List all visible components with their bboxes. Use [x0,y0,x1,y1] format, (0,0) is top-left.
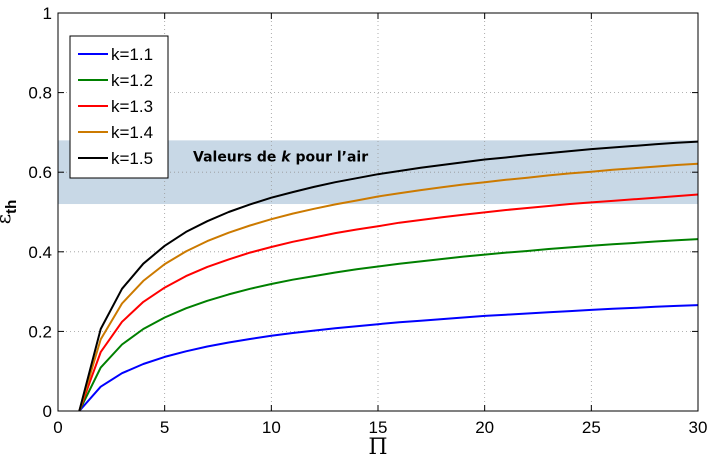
band-label-k: k [281,149,292,165]
legend-label: k=1.2 [111,71,153,90]
x-tick-label: 10 [262,418,281,437]
x-tick-label: 25 [582,418,601,437]
band-label-suffix: pour l’air [291,149,369,165]
grid [58,13,698,411]
x-axis-label: Π [368,435,387,457]
x-tick-label: 20 [475,418,494,437]
x-tick-label: 0 [53,418,62,437]
x-tick-label: 5 [160,418,169,437]
series-line-k-1-4 [78,162,699,412]
x-tick-label: 30 [689,418,708,437]
y-axis-label-sub: th [3,200,20,214]
y-tick-label: 1 [43,4,52,23]
series-line-k-1-3 [78,193,699,412]
legend-label: k=1.4 [111,123,153,142]
x-tick-labels: 0 5 10 15 20 25 30 [53,418,707,437]
legend: k=1.1 k=1.2 k=1.3 k=1.4 k=1.5 [69,35,169,179]
y-tick-label: 0.2 [28,322,52,341]
axis-ticks [57,12,699,412]
band-annotation-label: Valeurs de k pour l’air [193,149,368,165]
series-line-k-1-5 [78,140,699,412]
series-line-k-1-2 [78,238,699,412]
series-lines [78,140,699,412]
legend-label: k=1.1 [111,45,153,64]
y-tick-labels: 0 0.2 0.4 0.6 0.8 1 [28,4,52,421]
band-label-prefix: Valeurs de [193,149,281,165]
x-tick-label: 15 [369,418,388,437]
y-tick-label: 0.8 [28,84,52,103]
y-tick-label: 0.6 [28,163,52,182]
y-axis-label: εth [0,200,20,225]
legend-label: k=1.5 [111,149,153,168]
y-tick-label: 0.4 [28,243,52,262]
y-tick-label: 0 [43,402,52,421]
series-line-k-1-1 [78,304,699,412]
legend-label: k=1.3 [111,97,153,116]
y-axis-label-main: ε [0,214,15,224]
